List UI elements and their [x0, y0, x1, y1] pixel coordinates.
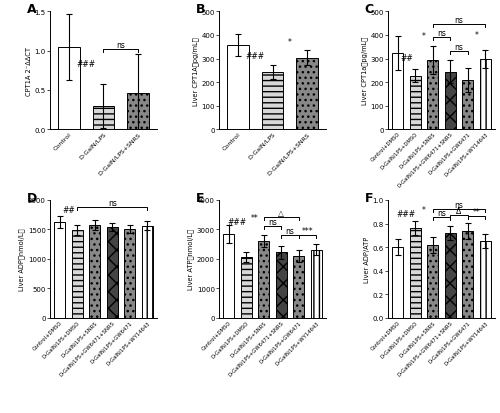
Text: B: B	[196, 3, 205, 16]
Bar	[410, 229, 420, 318]
Bar	[223, 234, 234, 318]
Y-axis label: Liver CPT1A（pg/mL）: Liver CPT1A（pg/mL）	[192, 37, 198, 105]
Bar	[58, 47, 80, 130]
Text: ns: ns	[286, 227, 294, 236]
Text: ns: ns	[454, 43, 464, 52]
Text: C: C	[364, 3, 374, 16]
Text: **: **	[472, 208, 480, 217]
Y-axis label: Liver ADP（nmol/L）: Liver ADP（nmol/L）	[18, 228, 25, 290]
Bar	[72, 230, 83, 318]
Text: *: *	[288, 38, 292, 47]
Bar	[276, 253, 286, 318]
Bar	[392, 54, 403, 130]
Bar	[142, 226, 153, 318]
Text: ***: ***	[302, 227, 314, 236]
Text: ##: ##	[400, 54, 413, 63]
Text: ns: ns	[108, 199, 116, 207]
Bar	[54, 222, 65, 318]
Bar	[128, 94, 148, 130]
Text: Δ: Δ	[456, 207, 462, 216]
Bar	[296, 59, 318, 130]
Bar	[428, 245, 438, 318]
Bar	[124, 230, 135, 318]
Y-axis label: Liver CPT1a（pg/mL）: Liver CPT1a（pg/mL）	[361, 37, 368, 105]
Text: E: E	[196, 191, 204, 204]
Bar	[462, 81, 473, 130]
Y-axis label: Liver ADP/ATP: Liver ADP/ATP	[364, 236, 370, 282]
Text: ###: ###	[397, 210, 416, 219]
Bar	[392, 247, 403, 318]
Bar	[445, 73, 456, 130]
Bar	[294, 256, 304, 318]
Y-axis label: CPT1A 2⁻ΔΔCT: CPT1A 2⁻ΔΔCT	[26, 47, 32, 95]
Text: F: F	[364, 191, 373, 204]
Bar	[93, 107, 114, 130]
Bar	[480, 60, 491, 130]
Text: ###: ###	[76, 60, 96, 69]
Text: ns: ns	[268, 218, 277, 227]
Text: A: A	[26, 3, 36, 16]
Bar	[311, 250, 322, 318]
Bar	[428, 61, 438, 130]
Text: ###: ###	[246, 52, 265, 61]
Bar	[107, 227, 118, 318]
Bar	[258, 241, 269, 318]
Text: △: △	[278, 209, 284, 218]
Bar	[462, 231, 473, 318]
Text: ns: ns	[454, 200, 464, 209]
Text: *: *	[474, 31, 478, 40]
Bar	[262, 73, 283, 130]
Bar	[445, 233, 456, 318]
Text: ns: ns	[454, 17, 464, 25]
Y-axis label: Liver ATP（nmol/L）: Liver ATP（nmol/L）	[188, 229, 194, 290]
Text: ###: ###	[228, 218, 247, 227]
Bar	[241, 257, 252, 318]
Bar	[90, 226, 100, 318]
Text: ns: ns	[116, 41, 125, 50]
Text: D: D	[26, 191, 36, 204]
Text: ns: ns	[437, 209, 446, 218]
Text: ##: ##	[62, 206, 75, 215]
Text: *: *	[422, 32, 426, 41]
Bar	[480, 242, 491, 318]
Bar	[228, 46, 248, 130]
Text: **: **	[251, 214, 259, 223]
Bar	[410, 76, 420, 130]
Text: *: *	[422, 205, 426, 214]
Text: ns: ns	[437, 29, 446, 38]
